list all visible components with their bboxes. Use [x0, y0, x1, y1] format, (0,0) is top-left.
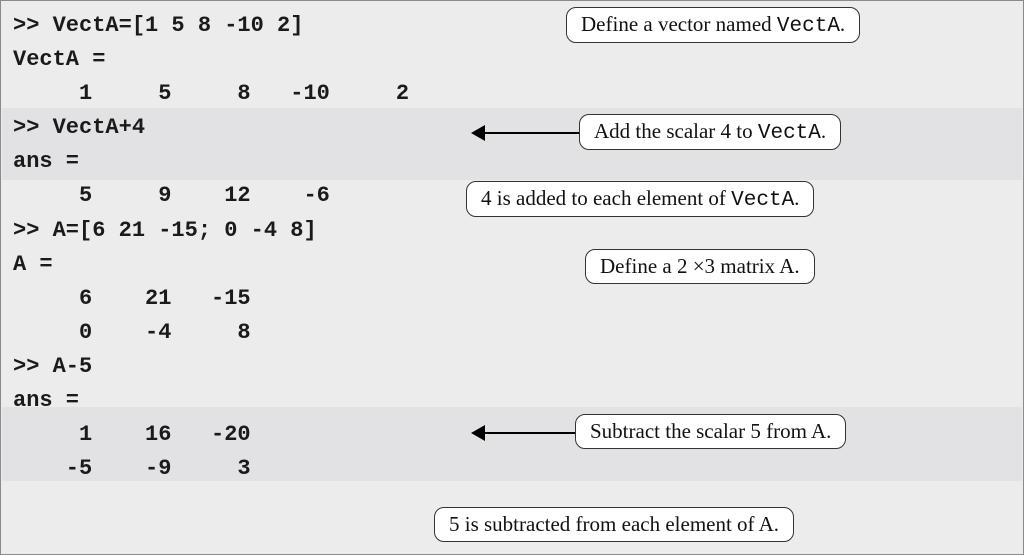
- matlab-example-panel: >> VectA=[1 5 8 -10 2] VectA = 1 5 8 -10…: [0, 0, 1024, 555]
- console-line: 1 16 -20: [13, 418, 1011, 452]
- console-line: >> VectA=[1 5 8 -10 2]: [13, 9, 1011, 43]
- console-line: ans =: [13, 384, 1011, 418]
- console-line: >> A-5: [13, 350, 1011, 384]
- callout-subtract-each: 5 is subtracted from each element of A.: [434, 507, 794, 542]
- console-line: 6 21 -15: [13, 282, 1011, 316]
- console-line: A =: [13, 248, 1011, 282]
- console-output: >> VectA=[1 5 8 -10 2] VectA = 1 5 8 -10…: [13, 9, 1011, 486]
- console-line: >> A=[6 21 -15; 0 -4 8]: [13, 214, 1011, 248]
- console-line: VectA =: [13, 43, 1011, 77]
- console-line: ans =: [13, 145, 1011, 179]
- console-line: 5 9 12 -6: [13, 179, 1011, 213]
- console-line: 1 5 8 -10 2: [13, 77, 1011, 111]
- console-line: 0 -4 8: [13, 316, 1011, 350]
- console-line: >> VectA+4: [13, 111, 1011, 145]
- console-line: -5 -9 3: [13, 452, 1011, 486]
